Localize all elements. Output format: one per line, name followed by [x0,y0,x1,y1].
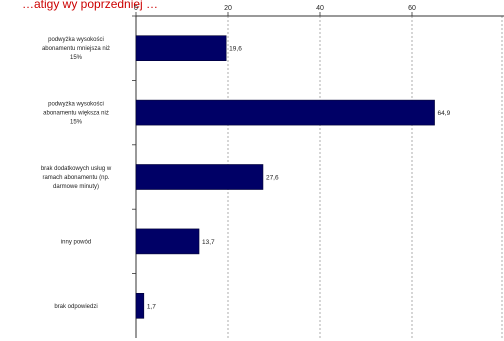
category-label: podwyżka wysokości abonamentu mniejsza ni… [42,37,110,61]
category-label: brak odpowiedzi [54,304,97,310]
value-labels: 19,6 64,9 27,6 13,7 1,7 [147,46,451,311]
tick-label: 40 [316,5,324,12]
tick-label: 0 [134,5,138,12]
bar [135,35,227,62]
bar [135,292,145,319]
category-label-line: 15% [70,120,83,126]
category-label: brak dodatkowych usług w ramach abonament… [41,166,112,190]
bar [135,99,435,126]
category-label-line: ramach abonamentu (np. [42,175,109,181]
category-label-line: inny powód [61,239,91,245]
value-label: 13,7 [202,239,215,246]
bar [135,164,264,190]
chart-title: …atigy wy poprzedniej … [22,0,158,11]
category-label-line: brak odpowiedzi [54,304,97,310]
bar [135,228,200,255]
category-label-line: podwyżka wysokości [48,102,104,108]
category-label: inny powód [61,239,91,245]
category-label-line: abonamentu mniejsza niż [42,46,110,52]
tick-labels: 0 20 40 60 [134,5,416,12]
value-label: 64,9 [438,110,451,117]
tick-label: 60 [408,5,416,12]
category-labels: podwyżka wysokości abonamentu mniejsza ni… [41,37,112,310]
category-label-line: darmowe minuty) [53,184,99,190]
category-label-line: 15% [70,55,83,61]
category-label-line: abonamentu większa niż [43,111,109,117]
category-label-line: podwyżka wysokości [48,37,104,43]
value-label: 1,7 [147,303,156,310]
bars [135,35,435,319]
tick-label: 20 [224,5,232,12]
value-label: 19,6 [229,46,242,53]
category-label-line: brak dodatkowych usług w [41,166,112,172]
value-label: 27,6 [266,175,279,182]
category-label: podwyżka wysokości abonamentu większa niż… [43,102,109,126]
